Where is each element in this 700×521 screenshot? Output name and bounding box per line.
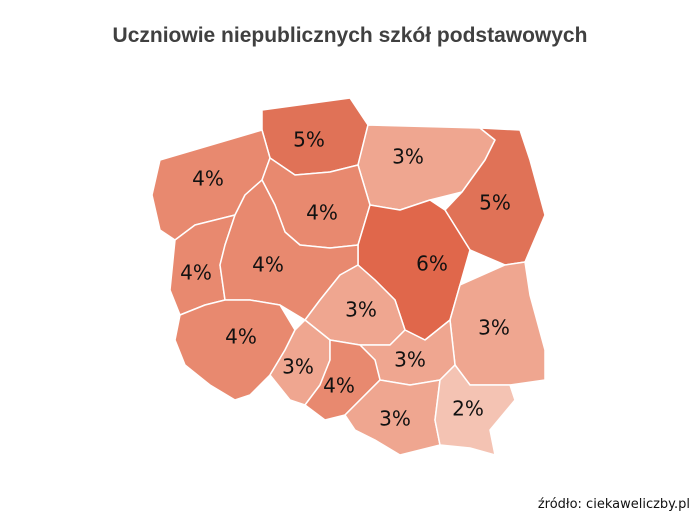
value-label: 4% [306,201,338,225]
value-label: 4% [180,261,212,285]
region [434,364,516,456]
regions [151,97,546,456]
value-label: 5% [293,128,325,152]
value-label: 5% [479,191,511,215]
region [174,299,296,401]
chart-title: Uczniowie niepublicznych szkół podstawow… [113,24,588,47]
value-label: 3% [478,316,510,340]
value-label: 3% [345,298,377,322]
value-label: 4% [323,374,355,398]
region [344,379,441,456]
value-label: 4% [225,325,257,349]
value-label: 6% [416,252,448,276]
value-label: 3% [282,355,314,379]
value-label: 3% [379,407,411,431]
value-label: 4% [192,167,224,191]
value-label: 3% [394,348,426,372]
value-label: 2% [452,397,484,421]
value-label: 4% [252,253,284,277]
value-label: 3% [392,145,424,169]
region [444,127,546,266]
labels: 5% 3% 5% 4% 4% 6% 4% 4% 3% 3% 4% 3% 3% 4% 3% 2% [180,128,511,431]
source: źródło: ciekaweliczby.pl [538,497,690,512]
